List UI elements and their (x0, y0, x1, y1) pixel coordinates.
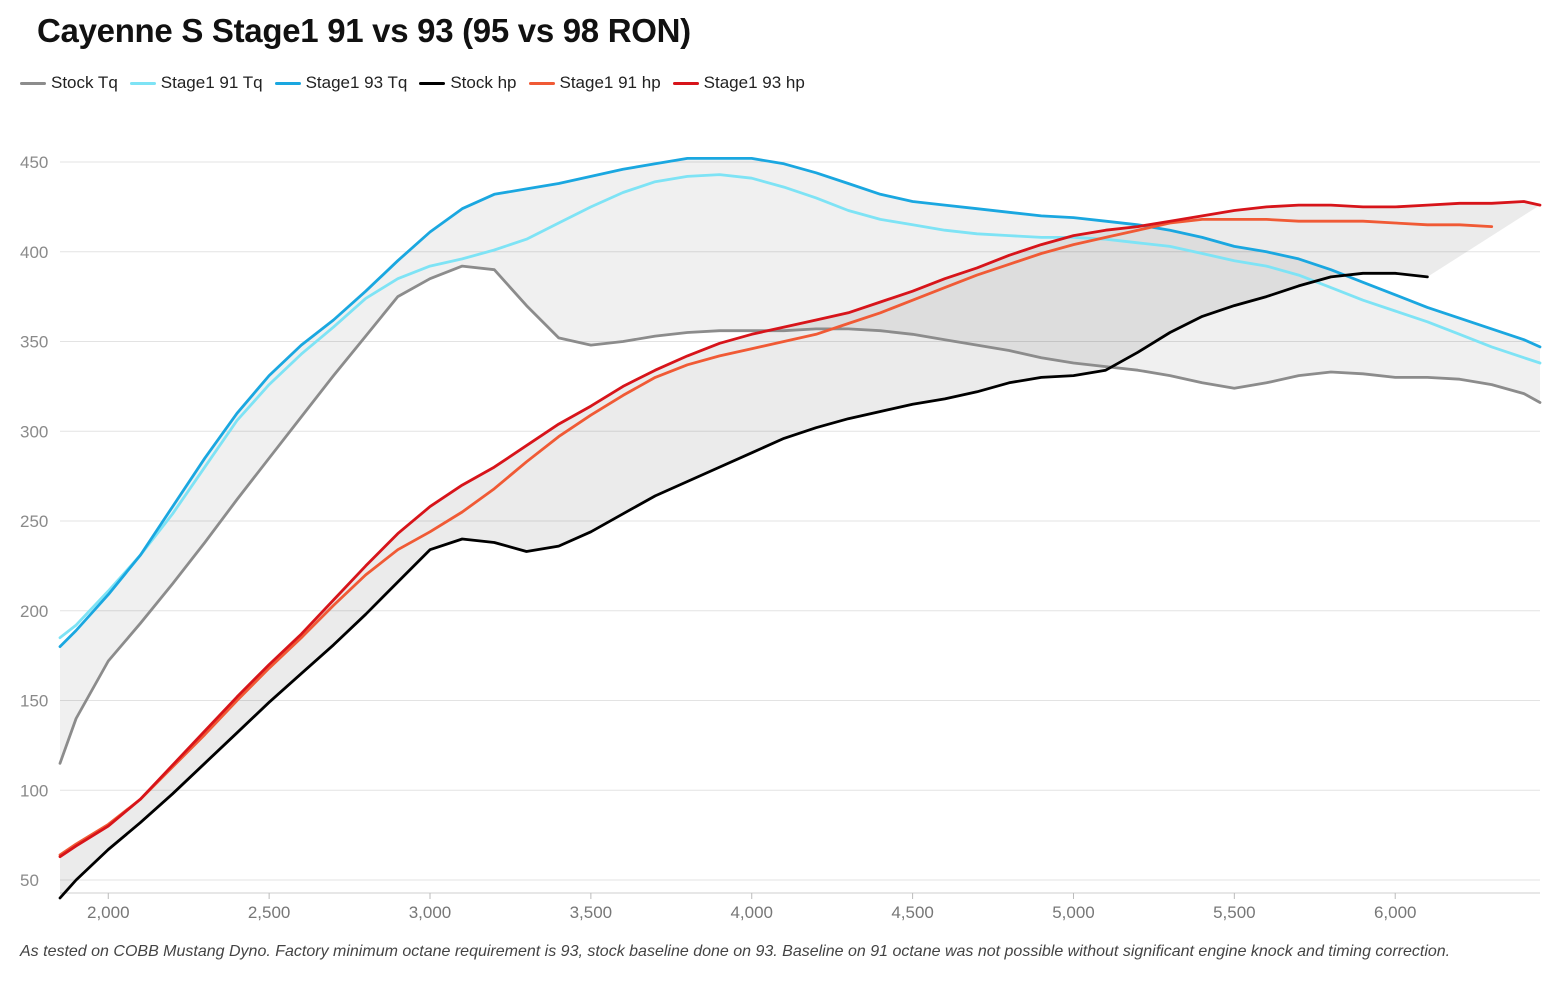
hp-gain-band (60, 201, 1540, 898)
legend-label: Stage1 91 Tq (160, 73, 263, 92)
series-line-stock-tq (58, 264, 1542, 765)
legend-swatch (672, 81, 699, 85)
series-line-stage1-93-tq (58, 157, 1542, 648)
x-tick-label: 2,500 (248, 903, 291, 922)
y-tick-label: 400 (20, 243, 48, 262)
y-tick-label: 450 (20, 153, 48, 172)
y-tick-label: 150 (20, 692, 48, 711)
legend-label: Stage1 93 Tq (305, 73, 408, 92)
legend-label: Stage1 91 hp (559, 73, 661, 92)
y-tick-label: 50 (20, 871, 39, 890)
x-tick-label: 5,000 (1052, 903, 1095, 922)
x-tick-label: 3,500 (570, 903, 613, 922)
legend-item-stage1-91-tq[interactable]: Stage1 91 Tq (129, 73, 263, 93)
y-tick-label: 250 (20, 512, 48, 531)
legend-swatch (274, 81, 301, 85)
legend-label: Stock hp (450, 73, 517, 92)
x-tick-label: 6,000 (1374, 903, 1417, 922)
series-line-stage1-91-hp (58, 218, 1494, 857)
legend-label: Stock Tq (51, 73, 118, 92)
legend-item-stage1-93-tq[interactable]: Stage1 93 Tq (274, 73, 408, 93)
legend-label: Stage1 93 hp (703, 73, 805, 92)
x-tick-label: 4,500 (891, 903, 934, 922)
x-tick-label: 2,000 (87, 903, 130, 922)
legend-item-stage1-93-hp[interactable]: Stage1 93 hp (672, 73, 805, 93)
y-tick-label: 100 (20, 781, 48, 800)
y-tick-label: 350 (20, 333, 48, 352)
legend-swatch (419, 81, 446, 85)
legend-swatch (20, 81, 46, 85)
legend-item-stock-hp[interactable]: Stock hp (419, 73, 517, 93)
footnote: As tested on COBB Mustang Dyno. Factory … (20, 943, 1451, 960)
series-line-stage1-93-hp (58, 200, 1542, 859)
legend-item-stage1-91-hp[interactable]: Stage1 91 hp (528, 73, 661, 93)
legend-swatch (528, 81, 555, 85)
y-tick-label: 300 (20, 422, 48, 441)
x-tick-label: 5,500 (1213, 903, 1256, 922)
y-tick-label: 200 (20, 602, 48, 621)
x-tick-label: 3,000 (409, 903, 452, 922)
legend-item-stock-tq[interactable]: Stock Tq (20, 73, 118, 93)
series-line-stage1-91-tq (58, 173, 1542, 640)
legend-swatch (129, 81, 156, 85)
chart-title: Cayenne S Stage1 91 vs 93 (95 vs 98 RON) (37, 12, 691, 49)
torque-gain-band (60, 158, 1540, 764)
chart-legend: Stock Tq Stage1 91 Tq Stage1 93 Tq Stock hp… (20, 70, 817, 96)
x-tick-label: 4,000 (730, 903, 773, 922)
series-line-stock-hp (58, 271, 1429, 900)
